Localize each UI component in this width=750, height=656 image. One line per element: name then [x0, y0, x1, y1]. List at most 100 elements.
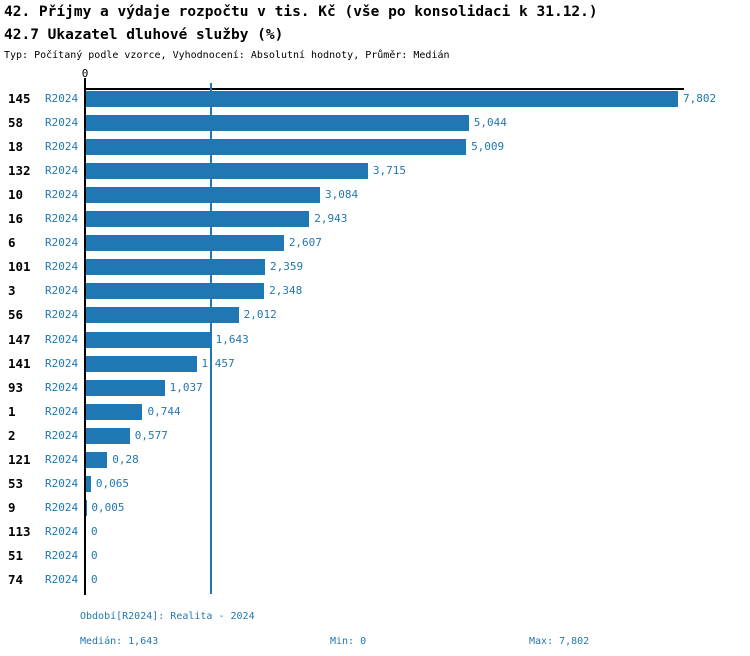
row-category-label: 18	[8, 139, 24, 155]
footer-period-label: Období[R2024]: Realita - 2024	[80, 611, 255, 622]
row-series-label: R2024	[45, 380, 79, 394]
row-series-label: R2024	[45, 308, 79, 322]
bar-value-label: 0	[91, 548, 98, 562]
row-series-label: R2024	[45, 476, 79, 490]
bar	[86, 355, 197, 372]
row-category-label: 141	[8, 355, 31, 371]
bar-value-label: 3,715	[372, 164, 406, 178]
bar	[86, 283, 265, 300]
bar	[86, 403, 143, 420]
bar	[86, 139, 467, 156]
bar-row: 56 R2024 2,012	[0, 307, 750, 324]
bar-row: 16 R2024 2,943	[0, 211, 750, 228]
bar-value-label: 2,943	[314, 212, 348, 226]
bar-row: 1 R2024 0,744	[0, 403, 750, 420]
bar-value-label: 2,359	[269, 260, 304, 274]
bar-value-label: 3,084	[325, 188, 359, 202]
bar-value-label: 0,744	[147, 404, 181, 418]
row-category-label: 10	[8, 187, 24, 203]
row-category-label: 145	[8, 91, 31, 106]
bar	[86, 187, 320, 204]
bar-row: 6 R2024 2,607	[0, 235, 750, 252]
row-series-label: R2024	[45, 452, 79, 466]
bar-value-label: 2,348	[269, 284, 303, 298]
bar-value-label: 2,607	[288, 236, 322, 250]
chart-subtitle: 42.7 Ukazatel dluhové služby (%)	[4, 27, 284, 43]
bar	[86, 379, 165, 396]
row-category-label: 74	[8, 572, 24, 587]
bar-row: 58 R2024 5,044	[0, 115, 750, 132]
row-series-label: R2024	[45, 164, 79, 178]
row-category-label: 101	[8, 259, 31, 275]
row-category-label: 51	[8, 547, 24, 563]
bar-row: 121 R2024 0,28	[0, 451, 750, 468]
bar	[86, 91, 678, 107]
row-series-label: R2024	[45, 356, 79, 370]
bar-value-label: 7,802	[683, 92, 717, 105]
bar-row: 9 R2024 0,005	[0, 499, 750, 516]
bar-value-label: 0,005	[91, 500, 125, 514]
bar	[86, 259, 265, 276]
bar	[86, 235, 284, 252]
row-category-label: 121	[8, 451, 31, 467]
footer-median-label: Medián: 1,643	[80, 636, 159, 647]
bar	[86, 331, 211, 348]
median-line	[209, 83, 212, 594]
bar	[86, 211, 310, 228]
row-series-label: R2024	[45, 236, 79, 250]
bar-row: 113 R2024 0	[0, 524, 750, 540]
chart-title: 42. Příjmy a výdaje rozpočtu v tis. Kč (…	[4, 4, 598, 20]
row-series-label: R2024	[45, 573, 79, 586]
row-series-label: R2024	[45, 260, 79, 274]
bar-row: 93 R2024 1,037	[0, 379, 750, 396]
row-series-label: R2024	[45, 116, 79, 130]
row-category-label: 93	[8, 379, 24, 395]
row-series-label: R2024	[45, 428, 79, 442]
row-category-label: 53	[8, 475, 24, 491]
bar-value-label: 0	[91, 573, 98, 586]
row-category-label: 3	[8, 283, 16, 299]
row-series-label: R2024	[45, 548, 79, 562]
bar-value-label: 5,009	[471, 140, 505, 154]
chart-meta-line: Typ: Počítaný podle vzorce, Vyhodnocení:…	[4, 50, 450, 61]
row-category-label: 16	[8, 211, 24, 227]
row-category-label: 58	[8, 115, 24, 131]
bar-value-label: 5,044	[473, 116, 507, 130]
bar-value-label: 0	[91, 524, 98, 538]
row-category-label: 1	[8, 403, 16, 419]
bar-row: 74 R2024 0	[0, 572, 750, 588]
bar-value-label: 2,012	[243, 308, 277, 322]
bar-row: 2 R2024 0,577	[0, 427, 750, 444]
row-category-label: 6	[8, 235, 16, 251]
x-axis-zero-label: 0	[81, 67, 89, 80]
bar-value-label: 0,065	[95, 476, 130, 490]
bar-value-label: 1,643	[215, 332, 249, 346]
footer-max-label: Max: 7,802	[529, 636, 590, 647]
row-series-label: R2024	[45, 404, 79, 418]
bar-row: 3 R2024 2,348	[0, 283, 750, 300]
row-series-label: R2024	[45, 212, 79, 226]
bar-row: 147 R2024 1,643	[0, 331, 750, 348]
row-category-label: 113	[8, 523, 31, 539]
row-series-label: R2024	[45, 92, 79, 105]
row-series-label: R2024	[45, 332, 79, 346]
row-category-label: 147	[8, 331, 31, 347]
bar-row: 18 R2024 5,009	[0, 139, 750, 156]
bar-row: 51 R2024 0	[0, 548, 750, 564]
bar	[86, 451, 108, 468]
row-category-label: 9	[8, 499, 16, 515]
bar-value-label: 0,577	[134, 428, 168, 442]
row-series-label: R2024	[45, 524, 79, 538]
row-category-label: 56	[8, 307, 24, 323]
bar-row: 53 R2024 0,065	[0, 475, 750, 492]
bar-row: 10 R2024 3,084	[0, 187, 750, 204]
bar-row: 132 R2024 3,715	[0, 163, 750, 180]
bar-row: 101 R2024 2,359	[0, 259, 750, 276]
x-axis-top-line	[84, 88, 684, 90]
bar	[86, 475, 91, 492]
row-series-label: R2024	[45, 500, 79, 514]
bar-value-label: 1,457	[201, 356, 235, 370]
bar-row: 145 R2024 7,802	[0, 91, 750, 107]
